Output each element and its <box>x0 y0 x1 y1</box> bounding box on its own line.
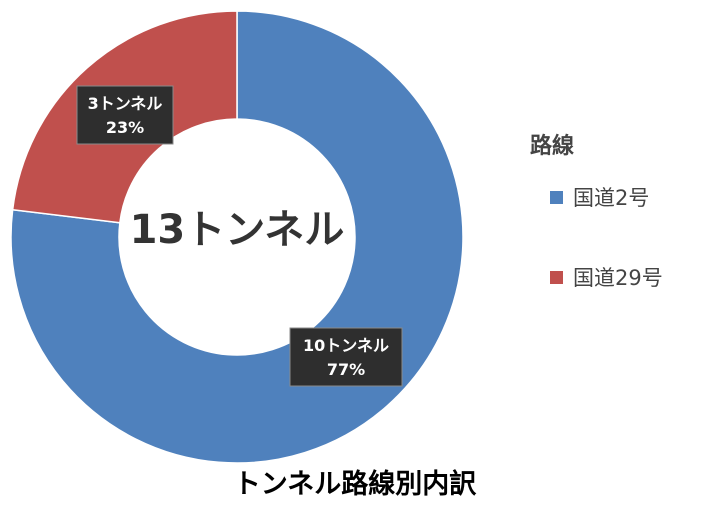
data-label-route-29: 3トンネル 23% <box>76 85 174 145</box>
center-total-label: 13トンネル <box>130 207 345 253</box>
legend-item-route-2: 国道2号 <box>550 182 663 212</box>
chart-title: トンネル路線別内訳 <box>233 469 477 500</box>
legend-title: 路線 <box>530 134 575 159</box>
data-label-percent: 23% <box>106 118 144 137</box>
legend-label-route-2: 国道2号 <box>573 186 650 210</box>
legend-label-route-29: 国道29号 <box>573 266 663 290</box>
legend-item-route-29: 国道29号 <box>550 262 663 292</box>
legend-swatch-route-2 <box>550 190 563 204</box>
legend: 路線 国道2号 国道29号 <box>530 128 663 292</box>
data-label-percent: 77% <box>327 360 365 379</box>
data-label-box <box>76 85 174 145</box>
data-label-count: 10トンネル <box>303 336 389 355</box>
legend-swatch-route-29 <box>550 270 563 284</box>
data-label-box <box>289 327 403 387</box>
data-label-count: 3トンネル <box>88 94 163 113</box>
data-label-route-2: 10トンネル 77% <box>289 327 403 387</box>
